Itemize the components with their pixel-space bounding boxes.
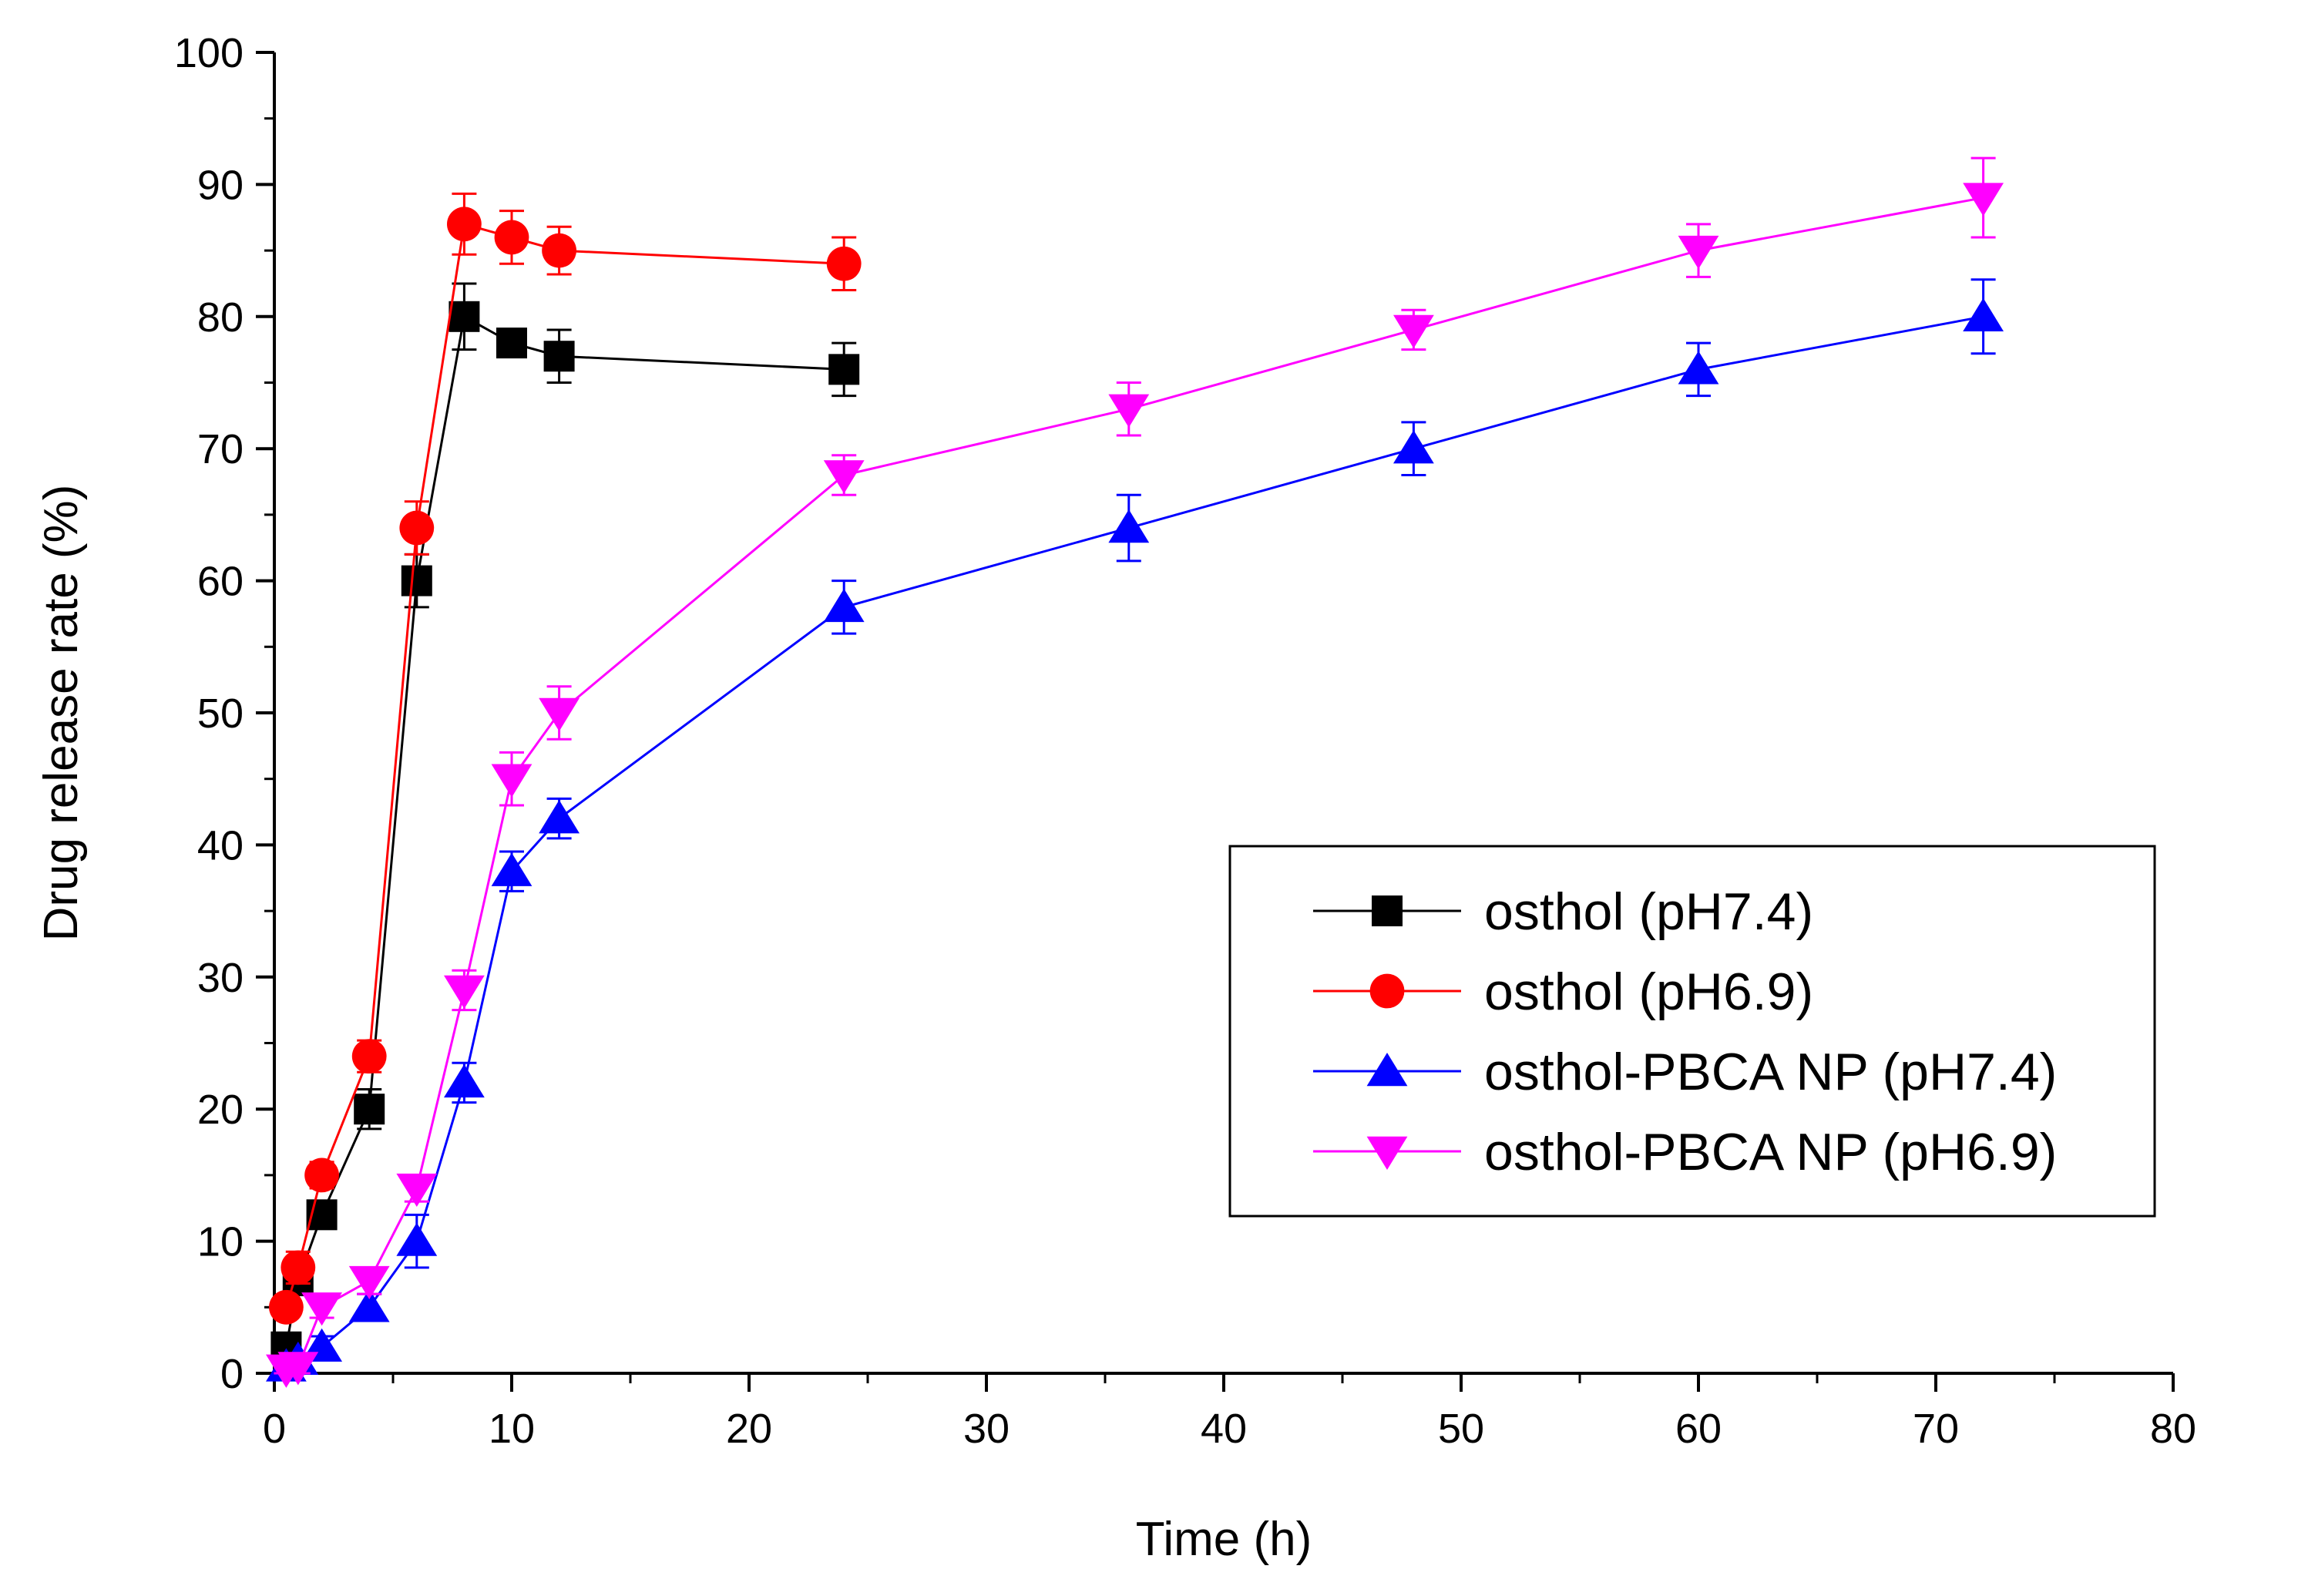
x-tick-label: 60 — [1675, 1406, 1722, 1452]
x-tick-label: 30 — [963, 1406, 1010, 1452]
y-tick-label: 70 — [197, 426, 244, 472]
legend: osthol (pH7.4) osthol (pH6.9) osthol-PBCA … — [1228, 845, 2156, 1218]
y-tick-label: 20 — [197, 1087, 244, 1133]
data-point — [491, 852, 533, 886]
data-point — [1393, 430, 1434, 464]
data-point — [1108, 394, 1150, 428]
y-tick-label: 90 — [197, 162, 244, 208]
series-3 — [266, 278, 2004, 1382]
y-tick-label: 80 — [197, 294, 244, 341]
y-axis-title: Drug release rate (%) — [35, 485, 88, 942]
x-tick-label: 0 — [263, 1406, 286, 1452]
legend-item: osthol (pH7.4) — [1313, 882, 1813, 941]
x-tick-label: 10 — [489, 1406, 535, 1452]
y-tick-label: 10 — [197, 1219, 244, 1265]
data-point — [348, 1289, 390, 1322]
data-point — [823, 460, 865, 494]
data-point — [401, 565, 432, 596]
legend-marker — [1366, 1136, 1408, 1170]
x-tick-label: 20 — [726, 1406, 772, 1452]
y-tick-label: 0 — [220, 1351, 244, 1397]
data-point — [823, 588, 865, 623]
legend-marker — [1369, 973, 1405, 1009]
data-point — [542, 233, 576, 268]
data-point — [1963, 183, 2004, 217]
data-point — [539, 800, 580, 834]
data-point — [348, 1265, 390, 1300]
legend-label: osthol-PBCA NP (pH6.9) — [1484, 1123, 2057, 1181]
data-point — [1393, 314, 1434, 348]
x-tick-label: 80 — [2150, 1406, 2196, 1452]
data-point — [543, 341, 575, 372]
data-point — [539, 697, 580, 731]
series-line — [284, 222, 845, 1308]
data-point — [449, 301, 480, 332]
data-point — [281, 1250, 316, 1285]
series-2 — [269, 192, 862, 1325]
data-point — [444, 975, 485, 1009]
data-point — [828, 354, 860, 385]
legend-item: osthol-PBCA NP (pH6.9) — [1313, 1123, 2057, 1181]
data-point — [396, 1222, 438, 1256]
data-point — [396, 1173, 438, 1208]
legend-label: osthol (pH6.9) — [1484, 963, 1813, 1021]
x-tick-label: 70 — [1913, 1406, 1959, 1452]
data-point — [496, 328, 527, 359]
x-tick-label: 50 — [1438, 1406, 1484, 1452]
data-point — [277, 1352, 319, 1386]
data-point — [301, 1292, 342, 1326]
data-point — [447, 207, 482, 242]
y-tick-label: 60 — [197, 559, 244, 605]
legend-item: osthol (pH6.9) — [1313, 963, 1813, 1021]
legend-label: osthol-PBCA NP (pH7.4) — [1484, 1043, 2057, 1101]
data-point — [1963, 297, 2004, 331]
data-point — [491, 764, 533, 798]
data-point — [304, 1158, 339, 1193]
data-point — [1678, 351, 1719, 385]
data-point — [1678, 235, 1719, 270]
data-point — [826, 246, 862, 281]
x-tick-label: 40 — [1201, 1406, 1247, 1452]
data-point — [269, 1289, 304, 1325]
series-4 — [266, 156, 2004, 1388]
data-point — [494, 220, 529, 255]
y-tick-label: 50 — [197, 690, 244, 737]
data-point — [399, 510, 435, 546]
legend-label: osthol (pH7.4) — [1484, 882, 1813, 941]
data-point — [444, 1063, 485, 1098]
legend-item: osthol-PBCA NP (pH7.4) — [1313, 1043, 2057, 1101]
legend-marker — [1372, 895, 1403, 926]
data-point — [354, 1094, 385, 1125]
y-tick-label: 100 — [174, 30, 244, 76]
data-point — [1108, 509, 1150, 543]
legend-marker — [1366, 1053, 1408, 1087]
y-tick-label: 40 — [197, 822, 244, 869]
x-axis-title: Time (h) — [1136, 1513, 1312, 1566]
y-tick-label: 30 — [197, 955, 244, 1001]
axes: 0 10 20 30 40 50 60 70 80 0 10 20 30 40 50 60 70 80 90 100 — [174, 30, 2196, 1452]
data-point — [351, 1039, 387, 1074]
series-layer — [266, 156, 2004, 1388]
